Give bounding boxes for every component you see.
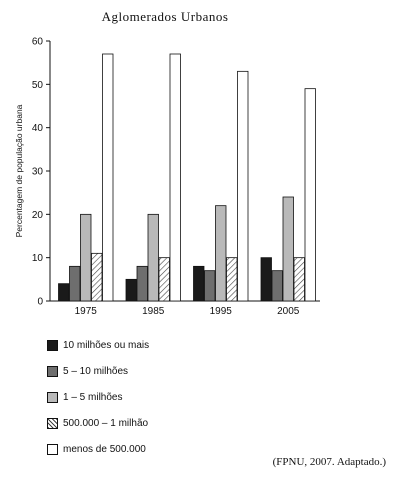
legend-label: menos de 500.000 [63, 443, 146, 455]
bar [226, 257, 238, 302]
y-tick-label: 50 [32, 80, 44, 91]
legend-item: 500.000 – 1 milhão [47, 410, 149, 436]
legend-swatch [47, 339, 58, 351]
bar [237, 70, 249, 302]
bar [158, 257, 170, 302]
y-tick-label: 30 [32, 167, 44, 178]
y-tick-label: 0 [37, 297, 43, 308]
bar [260, 257, 272, 302]
bar [147, 213, 159, 302]
y-tick-label: 10 [32, 253, 44, 264]
bar [91, 252, 103, 302]
legend-swatch [47, 391, 58, 403]
bar [136, 265, 148, 302]
y-axis-label: Percentagem de população urbana [14, 104, 24, 237]
bar [102, 53, 114, 302]
y-tick-label: 20 [32, 210, 44, 221]
y-tick-label: 40 [32, 123, 44, 134]
bar [282, 196, 294, 302]
bar [169, 53, 181, 302]
source-note: (FPNU, 2007. Adaptado.) [272, 456, 386, 468]
legend-label: 5 – 10 milhões [63, 365, 129, 377]
bar [215, 205, 227, 302]
bar [125, 278, 137, 302]
legend: 10 milhões ou mais 5 – 10 milhões 1 – 5 mi… [47, 332, 149, 462]
bar [304, 88, 316, 302]
legend-swatch [47, 417, 58, 429]
bar [80, 213, 92, 302]
legend-label: 500.000 – 1 milhão [63, 417, 149, 429]
legend-item: 5 – 10 milhões [47, 358, 149, 384]
x-tick-label: 2005 [277, 306, 300, 317]
legend-item: 10 milhões ou mais [47, 332, 149, 358]
chart: Aglomerados Urbanos Percentagem de popul… [14, 9, 320, 317]
bar [69, 265, 81, 302]
legend-swatch [47, 443, 58, 455]
bar [193, 265, 205, 302]
legend-label: 1 – 5 milhões [63, 391, 123, 403]
bar [271, 270, 283, 302]
bar [204, 270, 216, 302]
legend-item: menos de 500.000 [47, 436, 149, 462]
legend-swatch [47, 365, 58, 377]
bar [58, 283, 70, 302]
chart-title: Aglomerados Urbanos [102, 9, 229, 24]
x-tick-label: 1975 [75, 306, 98, 317]
bar [293, 257, 305, 302]
y-tick-label: 60 [32, 37, 44, 48]
legend-label: 10 milhões ou mais [63, 339, 150, 351]
x-tick-label: 1995 [210, 306, 233, 317]
x-tick-label: 1985 [142, 306, 165, 317]
legend-item: 1 – 5 milhões [47, 384, 149, 410]
